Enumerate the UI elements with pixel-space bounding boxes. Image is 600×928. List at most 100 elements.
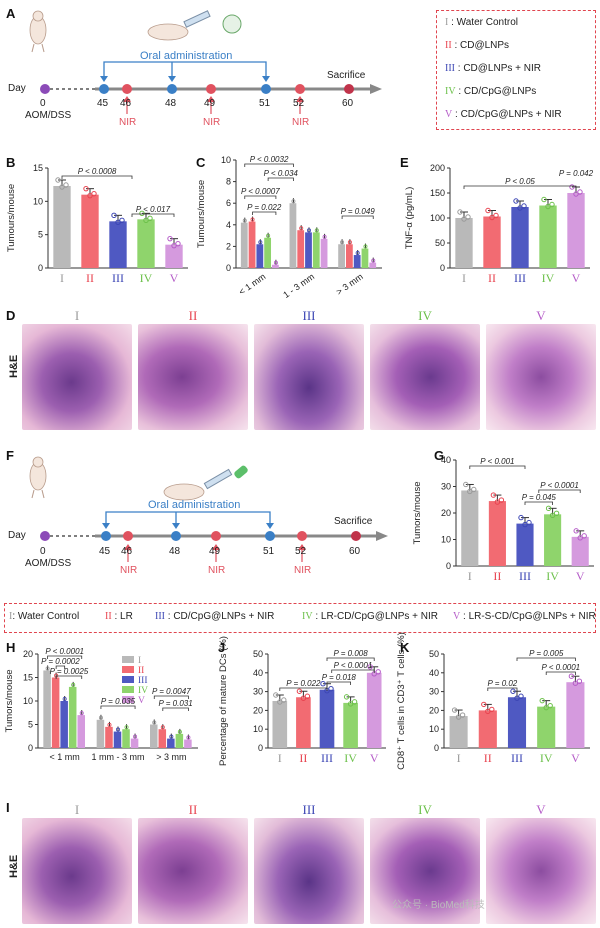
chart-e-y-tick-label: 150 [430,188,445,198]
chart-g-point [545,505,552,512]
nir-label-a2: NIR [203,117,221,128]
chart-h-annotation: P = 0.0002 [41,657,80,666]
chart-g-x-label: V [576,569,585,583]
chart-k-bracket [487,687,518,691]
chart-j-bracket [326,657,375,661]
chart-k-point [459,712,466,718]
chart-e-x-label: III [514,271,526,285]
chart-h-y-axis-label: Tumors/mouse [4,670,15,733]
chart-h-legend-label: IV [138,686,148,696]
chart-k-y-tick-label: 20 [429,705,439,715]
panel-label-a: A [6,6,16,21]
chart-h-bar [60,701,68,748]
chart-c-annotation: P = 0.049 [341,207,376,216]
chart-e-y-tick-label: 50 [435,238,445,248]
he-group-label-1: I [74,802,80,817]
nir-label-a1: NIR [119,117,137,128]
chart-j-bracket [279,687,328,691]
chart-c-bar [297,230,305,268]
chart-h-y-tick-label: 0 [28,743,33,753]
chart-e-bar [567,193,585,268]
chart-g-bar [571,536,589,566]
he-group-label-5: V [536,802,546,817]
chart-h-point [45,666,50,671]
chart-h-annotation: P = 0.031 [159,699,193,708]
mouse-icon [29,456,47,499]
chart-h-bar [113,731,122,748]
chart-h-bar [130,738,139,748]
chart-c-bar [272,264,279,268]
chart-k-bar [478,710,497,748]
watermark: 公众号 · BioMed科技 [392,900,485,911]
he-label-i: H&E [8,854,20,878]
syringe-icon [163,465,248,501]
chart-c-point [347,240,352,245]
groups-legend-f: I: Water Control II : LR III : CD/CpG@LN… [4,603,596,633]
chart-k-x-label: I [457,751,461,765]
day-52-f: 52 [295,546,307,557]
chart-k-bar [566,682,585,748]
chart-c-bar [338,244,345,268]
chart-g-point [518,514,524,521]
chart-j-annotation: P = 0.018 [322,673,357,682]
legend-a-item-3: III : CD@LNPs + NIR [445,63,542,74]
chart-j-y-axis-label: Percentage of mature DCs (%) [218,636,229,766]
he-image-5 [486,324,596,430]
chart-b-y-tick-label: 15 [33,163,43,173]
chart-h-bar [105,726,113,748]
chart-h-point [62,697,67,702]
chart-j-x-label: I [278,751,282,765]
chart-h-legend-label: II [138,666,144,676]
oral-admin-label-a: Oral administration [140,50,233,62]
chart-g-point [463,481,469,488]
chart-c-bar [312,232,320,268]
chart-g-bracket [469,465,526,469]
chart-c-bracket [244,195,277,199]
he-group-label-4: IV [418,802,432,817]
he-image-4 [370,818,480,924]
day-49-a: 49 [204,98,216,109]
chart-j-x-label: II [299,751,307,765]
he-image-5 [486,818,596,924]
chart-c-bracket [244,163,294,167]
chart-j-point [281,697,287,703]
chart-j-annotation: P = 0.022 [286,679,321,688]
chart-h-x-label: 1 mm - 3 mm [92,752,145,762]
chart-k-point [547,702,553,709]
chart-k-point [539,697,545,704]
chart-j-point [367,664,373,670]
syringe-icon [147,10,242,41]
chart-h-bar [96,719,105,748]
chart-c-point [299,226,304,231]
chart-g-annotation: P < 0.001 [480,457,514,466]
chart-j-point [304,693,311,699]
chart-j-point [343,694,350,700]
chart-h-point [79,711,84,716]
legend-a-item-5: V : CD/CpG@LNPs + NIR [445,109,562,120]
chart-b-annotation: P < 0.0008 [78,167,117,176]
chart-c-y-tick-label: 2 [226,241,231,251]
chart-h-legend-swatch [122,656,134,663]
panel-label-h: H [6,640,16,655]
chart-e-x-label: II [488,271,496,285]
chart-e-y-tick-label: 200 [430,163,445,173]
chart-h-bar [51,677,60,748]
chart-k-point [481,701,487,708]
chart-b-point [111,212,117,219]
chart-e-bracket [463,185,577,189]
panel-label-i: I [6,800,10,815]
day-60-a: 60 [342,98,354,109]
chart-c-annotation: P < 0.0007 [241,187,280,196]
chart-b-y-tick-label: 0 [38,263,43,273]
chart-k-y-tick-label: 0 [434,743,439,753]
chart-g-point [490,492,497,498]
chart-g-bar [516,523,534,566]
legend-a-item-4: IV : CD/CpG@LNPs [445,86,537,97]
chart-b-x-label: I [60,271,64,285]
chart-g-x-label: IV [546,569,559,583]
chart-k-annotation: P < 0.0001 [541,663,580,672]
chart-c-point [242,218,247,223]
panel-label-f: F [6,448,14,463]
day-51-a: 51 [259,98,271,109]
panel-label-d: D [6,308,16,323]
